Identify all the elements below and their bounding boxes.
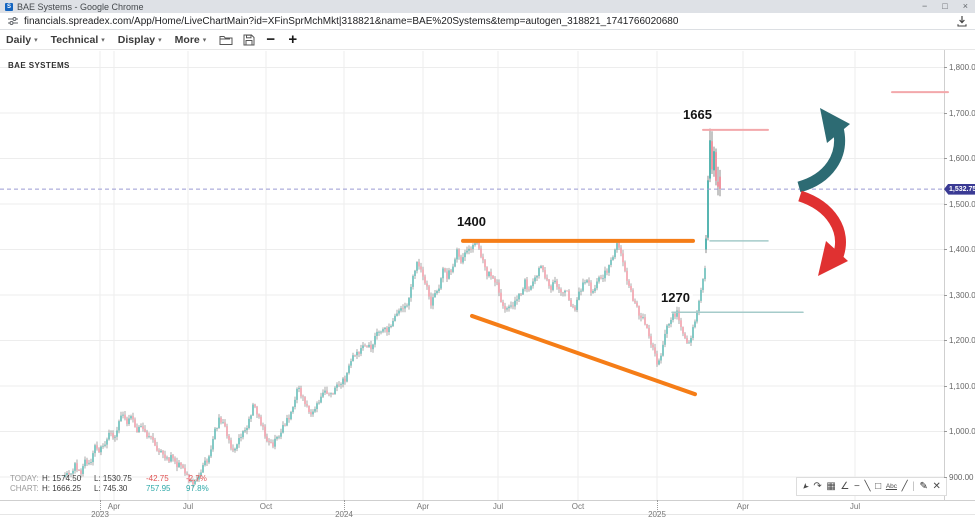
pencil-tool-icon[interactable]: ✎ [919,481,928,492]
falling-trendline[interactable] [470,313,697,397]
folder-icon [219,35,233,45]
chart-stats-row: CHART: H: 1666.25 L: 745.30 757.95 97.8% [10,484,222,494]
chart-range-pct: 97.8% [186,483,209,493]
time-tick-label: Jul [492,502,504,511]
candlestick-plot[interactable] [0,50,975,523]
trendline-tool-icon[interactable]: ╲ [864,481,871,492]
zoom-out-button[interactable]: − [266,30,276,48]
time-tick-label: Jul [849,502,861,511]
price-tick-label: 1,400.00 [944,245,975,254]
today-low: L: 1530.75 [94,474,132,483]
window-title: BAE Systems - Google Chrome [17,1,144,12]
chart-area[interactable]: BAE SYSTEMS 1665 1400 1270 1,532.75 TODA… [0,50,975,523]
toolbar-divider: | [912,481,915,492]
year-tick-mark [344,500,345,512]
polyline-tool-icon[interactable]: ↷ [813,481,822,492]
chart-label: CHART: [10,483,39,493]
price-tick-label: 1,000.00 [944,427,975,436]
price-tick-label: 1,600.00 [944,154,975,163]
price-tick-label: 1,100.00 [944,382,975,391]
today-change: -42.75 [146,474,169,483]
chevron-down-icon: ▾ [34,36,38,44]
price-tick-label: 1,500.00 [944,200,975,209]
chevron-down-icon: ▾ [158,36,162,44]
year-tick-label: 2023 [91,510,109,519]
year-tick-mark [100,500,101,512]
timeframe-menu-label: Daily [6,33,32,46]
today-stats-row: TODAY: H: 1574.50 L: 1530.75 -42.75 -2.7… [10,474,222,484]
time-tick-label: Jul [182,502,194,511]
zoom-in-button[interactable]: + [288,30,298,48]
price-tick-label: 900.00 [944,473,973,482]
price-stats: TODAY: H: 1574.50 L: 1530.75 -42.75 -2.7… [10,474,222,493]
annotation-1400: 1400 [455,214,488,229]
price-tick-label: 1,700.00 [944,109,975,118]
time-tick-label: Oct [571,502,585,511]
technical-menu-label: Technical [50,33,99,46]
annotation-1665: 1665 [681,107,714,122]
price-tick-label: 1,200.00 [944,336,975,345]
time-tick-label: Apr [736,502,750,511]
address-bar[interactable]: financials.spreadex.com/App/Home/LiveCha… [0,13,975,30]
grid-tool-icon[interactable]: ▦ [826,481,836,492]
year-tick-label: 2024 [335,510,353,519]
rect-tool-icon[interactable]: □ [875,481,882,492]
today-change-pct: -2.7% [186,474,207,483]
floppy-icon [243,34,255,45]
open-chart-button[interactable] [219,34,233,46]
save-chart-button[interactable] [242,34,255,46]
cursor-tool-icon[interactable]: ➤ [799,480,811,493]
download-icon[interactable] [957,15,967,27]
close-tools-icon[interactable]: ✕ [932,481,941,492]
time-tick-label: Apr [107,502,121,511]
chart-low: L: 745.30 [94,483,128,493]
hline-tool-icon[interactable]: − [854,481,860,492]
chart-toolbar: Daily ▾ Technical ▾ Display ▾ More ▾ − + [0,30,975,50]
chevron-down-icon: ▾ [202,36,207,44]
display-menu-label: Display [117,33,156,46]
display-menu[interactable]: Display ▾ [118,34,162,46]
teal-curved-arrow[interactable] [797,108,850,193]
more-menu-label: More [174,33,200,46]
candles-layer [64,128,721,489]
drawing-toolbar: ➤ ↷ ▦ ∠ − ╲ □ Abc ╱ | ✎ ✕ [796,477,947,496]
more-menu[interactable]: More ▾ [175,34,207,46]
text-tool-icon[interactable]: Abc [885,483,898,490]
close-button[interactable]: × [962,1,968,11]
red-curved-arrow[interactable] [798,190,848,276]
today-label: TODAY: [10,474,39,483]
time-tick-label: Apr [416,502,430,511]
price-tick-label: 1,800.00 [944,63,975,72]
site-favicon-icon: S [5,2,13,11]
url-text[interactable]: financials.spreadex.com/App/Home/LiveCha… [24,15,679,27]
site-info-icon[interactable] [8,16,18,26]
timeframe-menu[interactable]: Daily ▾ [6,34,38,46]
minimize-button[interactable]: − [922,1,928,11]
angle-tool-icon[interactable]: ∠ [840,481,850,492]
window-titlebar: S BAE Systems - Google Chrome − □ × [0,0,975,13]
year-tick-label: 2025 [648,510,666,519]
instrument-title: BAE SYSTEMS [8,61,70,70]
maximize-button[interactable]: □ [942,1,948,11]
chart-high: H: 1666.25 [42,483,82,493]
ray-tool-icon[interactable]: ╱ [901,481,908,492]
price-tick-label: 1,300.00 [944,291,975,300]
current-price-badge: 1,532.75 [944,183,975,195]
year-tick-mark [657,500,658,512]
window-controls: − □ × [922,0,975,13]
technical-menu[interactable]: Technical ▾ [51,34,105,46]
annotation-1270: 1270 [659,290,692,305]
today-high: H: 1574.50 [42,474,82,483]
chevron-down-icon: ▾ [101,36,105,44]
time-tick-label: Oct [259,502,273,511]
chart-range: 757.95 [146,483,171,493]
